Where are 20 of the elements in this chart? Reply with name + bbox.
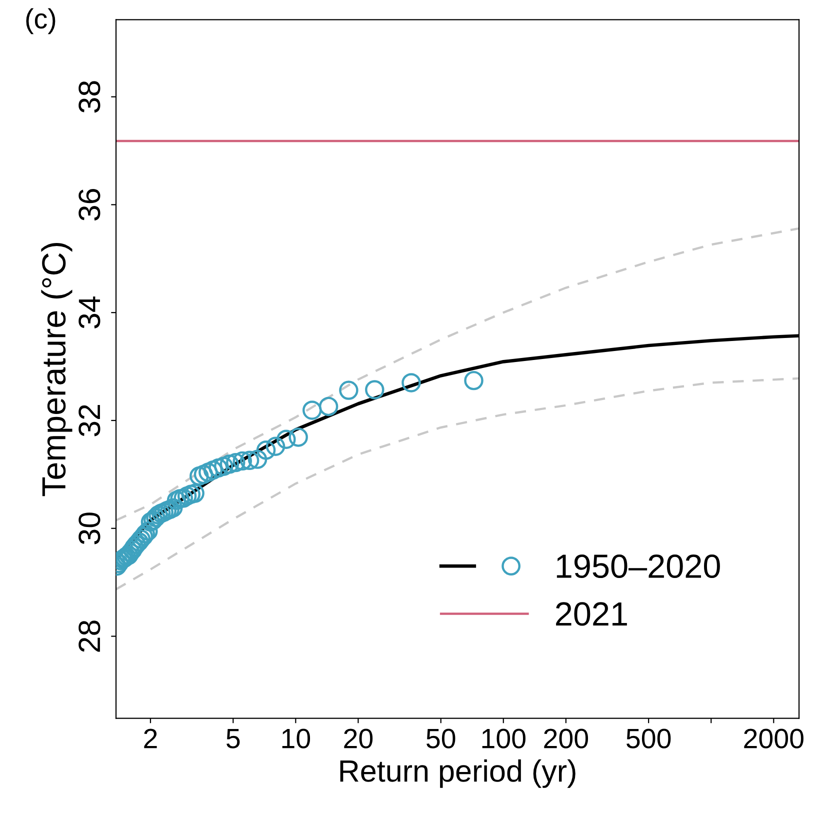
x-tick-label: 20 [344,728,373,748]
legend-label: 1950–2020 [556,554,720,578]
y-tick-label: 30 [78,512,100,544]
text: (c) [26,8,56,34]
x-tick-label: 10 [282,728,310,748]
y-axis-title: Temperature (°C) [41,243,72,496]
y-tick-label: 34 [78,296,100,328]
x-tick-label: 2 [144,728,157,748]
y-tick-label: 36 [78,189,100,221]
y-tick-label: 32 [78,405,100,436]
y-tick-label: 28 [78,620,100,652]
x-tick-label: 100 [482,728,526,748]
x-tick-label: 50 [426,728,456,748]
x-tick-label: 2000 [744,728,804,748]
x-tick-label: 500 [626,728,671,748]
y-tick-label: 38 [78,81,100,113]
x-tick-label: 5 [226,729,240,748]
legend-label: 2021 [556,602,627,626]
x-axis-title: Return period (yr) [340,759,576,788]
x-tick-label: 200 [544,728,588,748]
